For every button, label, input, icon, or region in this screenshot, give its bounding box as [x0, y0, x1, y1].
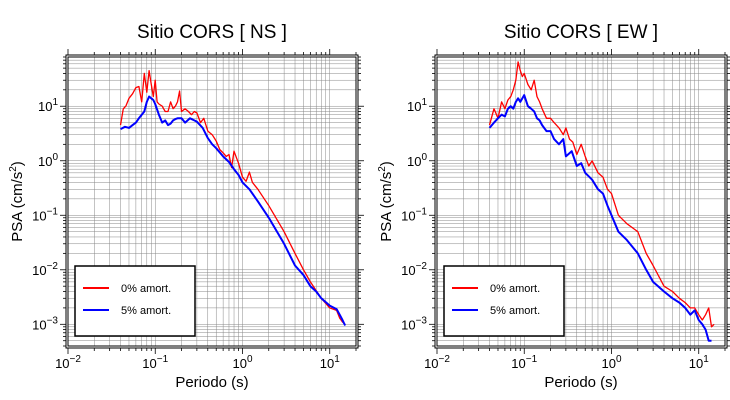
plot-frame: [436, 56, 726, 347]
ticks: [60, 49, 364, 354]
x-tick-label: 101: [689, 354, 709, 371]
y-tick-label: 100: [407, 152, 427, 169]
series-line-damping-5: [120, 95, 347, 326]
x-tick-label: 10−2: [55, 354, 81, 371]
y-tick-label: 100: [38, 152, 58, 169]
x-tick-label: 100: [601, 354, 621, 371]
grid: [67, 56, 357, 347]
chart-title: Sitio CORS [ EW ]: [504, 22, 658, 43]
series-line-damping-0: [119, 69, 346, 325]
chart-panel-ew: Sitio CORS [ EW ] 10−2 10−1 100 101 101 100 10−…: [377, 22, 730, 391]
y-axis-label: PSA (cm/s2): [377, 161, 395, 242]
legend-label: 0% amort.: [121, 283, 171, 295]
y-tick-label: 10−2: [401, 261, 427, 278]
series-line-damping-0: [488, 61, 715, 328]
plot-frame-outer: [434, 54, 728, 349]
chart-panel-ns: Sitio CORS [ NS ] 10−2 10−1 100 101 101 100 10−…: [8, 22, 364, 391]
chart-title: Sitio CORS [ NS ]: [137, 22, 287, 43]
y-axis-label: PSA (cm/s2): [8, 161, 26, 242]
y-tick-label: 10−3: [401, 315, 427, 332]
legend: 0% amort. 5% amort.: [443, 265, 565, 337]
plot-frame: [67, 56, 357, 347]
legend-label: 5% amort.: [490, 305, 540, 317]
x-tick-label: 10−1: [511, 354, 537, 371]
legend-label: 5% amort.: [121, 305, 171, 317]
x-tick-label: 100: [232, 354, 252, 371]
ticks: [429, 49, 730, 354]
series-line-damping-5: [488, 94, 712, 342]
y-tick-label: 10−1: [32, 206, 58, 223]
x-tick-label: 10−2: [424, 354, 450, 371]
y-tick-label: 101: [407, 97, 427, 114]
legend-box: [443, 265, 565, 337]
legend-label: 0% amort.: [490, 283, 540, 295]
legend: 0% amort. 5% amort.: [74, 265, 196, 337]
x-tick-label: 10−1: [142, 354, 168, 371]
x-tick-label: 101: [320, 354, 340, 371]
x-axis-label: Periodo (s): [544, 374, 617, 391]
y-tick-label: 10−1: [401, 206, 427, 223]
plot-frame-outer: [65, 54, 359, 349]
legend-box: [74, 265, 196, 337]
y-tick-label: 10−2: [32, 261, 58, 278]
x-axis-label: Periodo (s): [175, 374, 248, 391]
y-tick-label: 10−3: [32, 315, 58, 332]
y-tick-label: 101: [38, 97, 58, 114]
